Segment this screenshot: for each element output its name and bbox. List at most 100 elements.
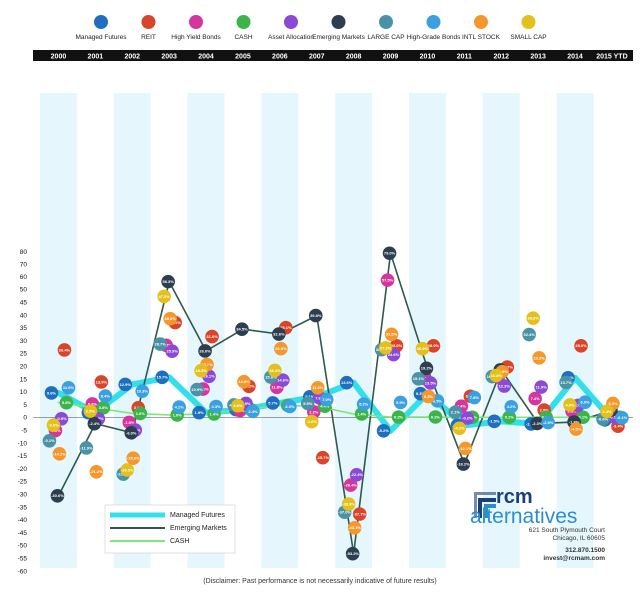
point-label-small-cap-2001: 2.5% [86, 409, 96, 414]
point-marker-asset-allocation-2012 [497, 379, 512, 393]
point-label-managed-futures-2009: -5.2% [378, 428, 389, 433]
point-high-grade-bonds-2013: -2.0% [541, 415, 555, 430]
point-marker-high-yield-bonds-2008 [343, 478, 358, 492]
point-emerging-markets-2008: -53.2% [345, 546, 360, 561]
point-marker-high-yield-bonds-2013 [528, 391, 542, 406]
point-label-high-grade-bonds-2015-ytd: -0.1% [617, 415, 628, 420]
y-tick-label-70: 70 [20, 262, 28, 269]
point-intl-stock-2007: 11.6% [310, 381, 325, 395]
point-marker-asset-allocation-2010 [423, 376, 438, 390]
point-marker-small-cap-2014 [563, 398, 577, 412]
point-small-cap-2011: -4.2% [452, 421, 467, 436]
y-tick-label-35: 35 [20, 325, 28, 332]
point-label-asset-allocation-2011: -0.2% [462, 415, 473, 420]
point-label-high-grade-bonds-2001: 8.4% [101, 393, 111, 398]
point-label-cash-2000: 5.8% [62, 400, 72, 405]
point-marker-high-grade-bonds-2006 [283, 399, 297, 414]
point-asset-allocation-2008: -22.4% [349, 468, 364, 482]
point-large-cap-2007: 5.5% [300, 396, 315, 411]
point-label-managed-futures-2004: 1.9% [194, 410, 204, 415]
point-marker-small-cap-2002 [120, 463, 135, 477]
point-marker-emerging-markets-2003 [161, 274, 175, 289]
point-label-high-grade-bonds-2002: 10.3% [137, 389, 149, 394]
point-cash-2000: 5.8% [59, 395, 74, 410]
point-intl-stock-2014: -4.5% [569, 422, 583, 436]
point-marker-intl-stock-2001 [89, 464, 104, 479]
point-label-asset-allocation-2005: 5.5% [241, 401, 251, 406]
point-label-emerging-markets-2008: -53.2% [346, 551, 359, 556]
rcm-logo-mark-icon [474, 492, 496, 518]
point-marker-intl-stock-2014 [569, 422, 583, 436]
y-tick-label-15: 15 [20, 376, 28, 383]
point-high-grade-bonds-2006: 4.3% [283, 399, 297, 414]
point-label-small-cap-2002: -20.5% [121, 467, 134, 472]
point-marker-emerging-markets-2001 [87, 416, 102, 431]
year-label-2015-ytd: 2015 YTD [596, 54, 627, 61]
point-marker-large-cap-2011 [448, 405, 463, 419]
point-label-large-cap-2003: 28.7% [154, 341, 166, 346]
point-reit-2014: 28.0% [574, 339, 588, 353]
point-marker-small-cap-2010 [415, 341, 430, 356]
legend-swatch-managed-futures [94, 15, 108, 29]
point-small-cap-2008: -33.8% [341, 497, 356, 511]
address-block: 621 South Plymouth Court Chicago, IL 606… [529, 527, 606, 562]
year-band-2008 [335, 93, 373, 568]
point-high-grade-bonds-2007: 7.0% [319, 392, 334, 407]
legend-swatch-emerging-markets [331, 15, 346, 29]
point-label-intl-stock-2003: 38.6% [164, 316, 176, 321]
point-large-cap-2000: -9.1% [42, 433, 57, 448]
point-label-reit-2013: 2.9% [540, 407, 550, 412]
point-label-emerging-markets-2006: 32.6% [273, 331, 285, 336]
point-large-cap-2004: 10.9% [190, 382, 204, 397]
point-label-managed-futures-2006: 5.7% [268, 400, 278, 405]
point-asset-allocation-2012: 12.3% [497, 379, 512, 393]
point-label-cash-2001: 3.8% [99, 405, 109, 410]
point-label-asset-allocation-2006: 14.6% [277, 378, 289, 383]
point-marker-asset-allocation-2006 [276, 373, 290, 387]
point-marker-intl-stock-2010 [421, 389, 436, 404]
year-label-2000: 2000 [51, 54, 67, 61]
point-small-cap-2003: 47.3% [157, 289, 171, 304]
point-marker-large-cap-2000 [42, 433, 57, 448]
address-email: invest@rcmam.com [543, 555, 605, 562]
point-small-cap-2009: 27.2% [378, 341, 393, 355]
point-label-large-cap-2014: 13.7% [560, 380, 572, 385]
point-intl-stock-2006: 26.9% [274, 341, 288, 356]
year-label-2006: 2006 [272, 54, 288, 61]
inset-legend: Managed Futures Emerging Markets CASH [104, 504, 236, 554]
point-label-intl-stock-2000: -14.2% [53, 451, 66, 456]
legend-label-high-yield-bonds: High Yield Bonds [171, 34, 221, 41]
point-high-grade-bonds-2001: 8.4% [98, 389, 113, 403]
point-label-emerging-markets-2009: 79.0% [384, 251, 396, 256]
point-marker-reit-2001 [94, 375, 109, 389]
point-label-high-grade-bonds-2012: 4.2% [507, 404, 517, 409]
point-asset-allocation-2013: 11.9% [534, 380, 548, 394]
point-label-emerging-markets-2010: 19.2% [421, 366, 433, 371]
point-label-asset-allocation-2009: 24.6% [388, 352, 400, 357]
year-header-bar: 2000 2001 2002 2003 2004 2005 2006 2007 2008 2009… [33, 50, 633, 61]
year-label-2013: 2013 [530, 54, 546, 61]
point-emerging-markets-2006: 32.6% [272, 327, 286, 341]
point-marker-emerging-markets-2004 [198, 344, 212, 358]
point-marker-small-cap-2012 [489, 368, 504, 383]
point-small-cap-2012: 16.4% [489, 368, 504, 383]
point-marker-managed-futures-2003 [155, 370, 169, 385]
point-large-cap-2010: 15.1% [411, 372, 426, 386]
point-managed-futures-2012: -1.5% [487, 414, 502, 429]
point-intl-stock-2009: 32.5% [384, 327, 399, 342]
point-marker-managed-futures-2008 [339, 375, 354, 390]
point-label-reit-2009: 28.0% [391, 343, 403, 348]
point-label-reit-2012: 19.7% [502, 364, 514, 369]
point-label-intl-stock-2015-ytd: 5.5% [608, 401, 618, 406]
point-marker-reit-2000 [57, 343, 72, 357]
point-label-reit-2008: -37.7% [353, 511, 366, 516]
point-marker-emerging-markets-2000 [50, 489, 65, 503]
y-tick-label-30: -30 [18, 492, 28, 499]
point-marker-cash-2000 [59, 395, 74, 410]
point-label-cash-2008: 1.4% [357, 411, 367, 416]
year-band-2000 [40, 93, 77, 568]
point-label-emerging-markets-2014: -1.8% [569, 420, 580, 425]
point-high-grade-bonds-2015-ytd: -0.1% [615, 410, 629, 425]
point-label-large-cap-2006: 15.8% [265, 374, 277, 379]
point-label-high-grade-bonds-2006: 4.3% [285, 404, 295, 409]
